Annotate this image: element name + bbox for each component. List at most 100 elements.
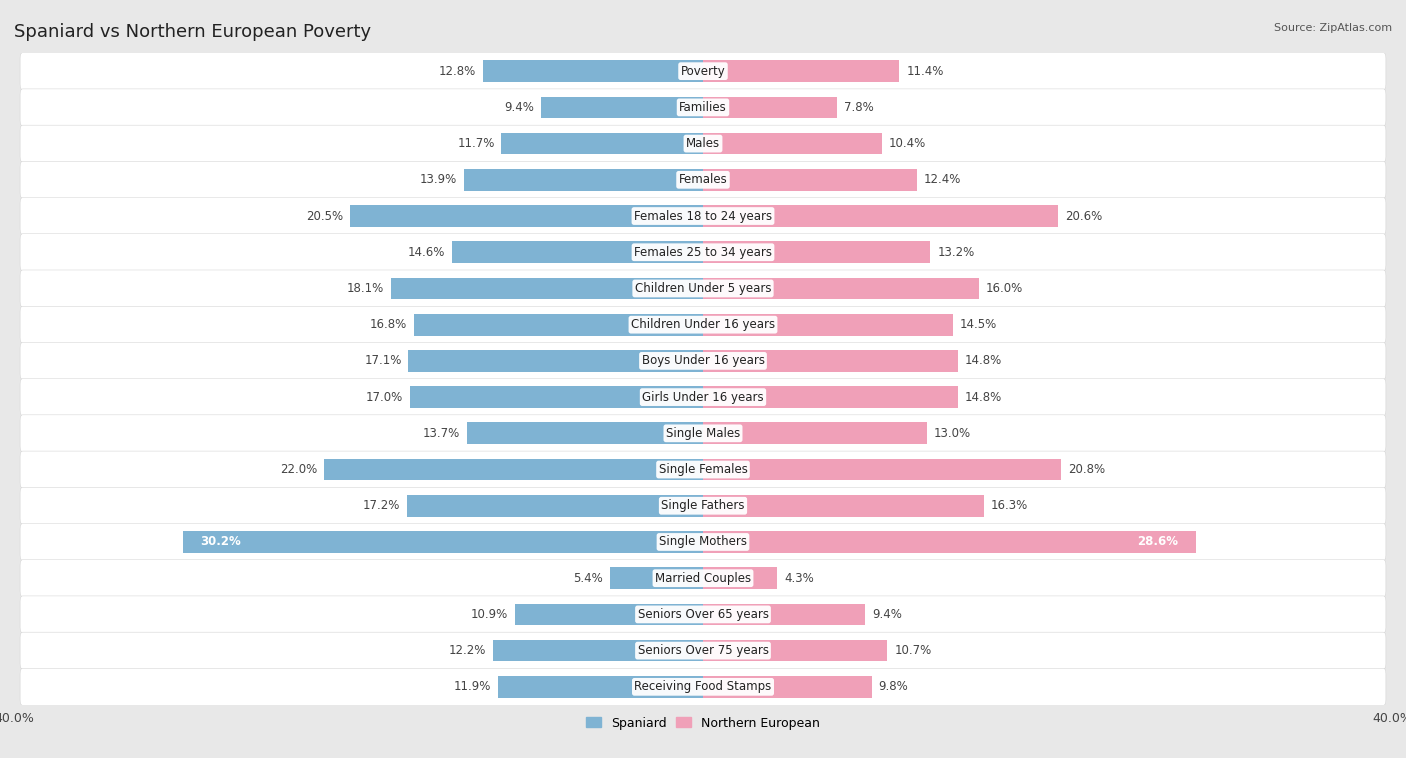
FancyBboxPatch shape (20, 487, 1386, 525)
Text: Seniors Over 75 years: Seniors Over 75 years (637, 644, 769, 657)
Text: 13.9%: 13.9% (419, 174, 457, 186)
Bar (350, 205, 703, 227)
Bar (482, 61, 703, 82)
Text: 13.0%: 13.0% (934, 427, 972, 440)
Text: 17.2%: 17.2% (363, 500, 399, 512)
Bar (703, 640, 887, 662)
Bar (391, 277, 703, 299)
Bar (703, 567, 778, 589)
Legend: Spaniard, Northern European: Spaniard, Northern European (581, 712, 825, 735)
FancyBboxPatch shape (20, 306, 1386, 343)
Text: Children Under 16 years: Children Under 16 years (631, 318, 775, 331)
FancyBboxPatch shape (20, 451, 1386, 488)
FancyBboxPatch shape (20, 632, 1386, 669)
Bar (541, 96, 703, 118)
Bar (703, 205, 1057, 227)
Text: Families: Families (679, 101, 727, 114)
Bar (494, 640, 703, 662)
Bar (703, 96, 838, 118)
Text: 20.6%: 20.6% (1064, 209, 1102, 223)
Bar (703, 495, 984, 517)
Text: Seniors Over 65 years: Seniors Over 65 years (637, 608, 769, 621)
Text: 14.5%: 14.5% (960, 318, 997, 331)
Text: Females 25 to 34 years: Females 25 to 34 years (634, 246, 772, 258)
Text: 17.0%: 17.0% (366, 390, 404, 403)
FancyBboxPatch shape (20, 596, 1386, 633)
Text: Single Females: Single Females (658, 463, 748, 476)
FancyBboxPatch shape (20, 198, 1386, 234)
Bar (183, 531, 703, 553)
Text: 17.1%: 17.1% (364, 355, 402, 368)
Bar (467, 422, 703, 444)
Text: Single Mothers: Single Mothers (659, 535, 747, 549)
Text: 18.1%: 18.1% (347, 282, 384, 295)
Bar (610, 567, 703, 589)
Bar (703, 387, 957, 408)
Text: 10.7%: 10.7% (894, 644, 931, 657)
Text: Single Fathers: Single Fathers (661, 500, 745, 512)
Text: 28.6%: 28.6% (1137, 535, 1178, 549)
Text: 16.3%: 16.3% (991, 500, 1028, 512)
Text: Boys Under 16 years: Boys Under 16 years (641, 355, 765, 368)
Bar (411, 387, 703, 408)
Bar (703, 61, 900, 82)
Text: 22.0%: 22.0% (280, 463, 318, 476)
Bar (409, 350, 703, 371)
Text: 9.4%: 9.4% (872, 608, 901, 621)
Text: 13.2%: 13.2% (938, 246, 974, 258)
Bar (464, 169, 703, 191)
Bar (703, 241, 931, 263)
FancyBboxPatch shape (20, 669, 1386, 705)
Text: Females: Females (679, 174, 727, 186)
Bar (515, 603, 703, 625)
Text: 30.2%: 30.2% (200, 535, 240, 549)
Text: 10.4%: 10.4% (889, 137, 927, 150)
Text: 11.9%: 11.9% (454, 681, 491, 694)
Bar (703, 459, 1062, 481)
Text: 11.4%: 11.4% (907, 64, 943, 77)
Text: Single Males: Single Males (666, 427, 740, 440)
Text: 9.8%: 9.8% (879, 681, 908, 694)
Text: 14.8%: 14.8% (965, 355, 1002, 368)
Text: 12.4%: 12.4% (924, 174, 960, 186)
FancyBboxPatch shape (20, 559, 1386, 597)
Bar (502, 133, 703, 155)
FancyBboxPatch shape (20, 524, 1386, 560)
FancyBboxPatch shape (20, 53, 1386, 89)
Text: 13.7%: 13.7% (423, 427, 460, 440)
Bar (703, 277, 979, 299)
FancyBboxPatch shape (20, 233, 1386, 271)
Bar (498, 676, 703, 697)
Text: 16.0%: 16.0% (986, 282, 1022, 295)
FancyBboxPatch shape (20, 270, 1386, 307)
FancyBboxPatch shape (20, 379, 1386, 415)
Text: Married Couples: Married Couples (655, 572, 751, 584)
Text: 9.4%: 9.4% (505, 101, 534, 114)
Bar (406, 495, 703, 517)
Bar (703, 314, 953, 336)
Text: 7.8%: 7.8% (844, 101, 875, 114)
Text: Spaniard vs Northern European Poverty: Spaniard vs Northern European Poverty (14, 23, 371, 41)
Text: 14.6%: 14.6% (408, 246, 444, 258)
FancyBboxPatch shape (20, 415, 1386, 452)
Bar (413, 314, 703, 336)
Bar (703, 531, 1195, 553)
Bar (703, 350, 957, 371)
Text: Receiving Food Stamps: Receiving Food Stamps (634, 681, 772, 694)
Text: 10.9%: 10.9% (471, 608, 509, 621)
Text: Males: Males (686, 137, 720, 150)
Bar (703, 676, 872, 697)
Text: 16.8%: 16.8% (370, 318, 406, 331)
Bar (703, 422, 927, 444)
Text: 11.7%: 11.7% (457, 137, 495, 150)
FancyBboxPatch shape (20, 125, 1386, 162)
Text: 12.2%: 12.2% (449, 644, 486, 657)
Text: 12.8%: 12.8% (439, 64, 475, 77)
FancyBboxPatch shape (20, 161, 1386, 199)
Text: 4.3%: 4.3% (785, 572, 814, 584)
Text: 5.4%: 5.4% (574, 572, 603, 584)
Text: 20.5%: 20.5% (307, 209, 343, 223)
Text: Girls Under 16 years: Girls Under 16 years (643, 390, 763, 403)
Text: Children Under 5 years: Children Under 5 years (634, 282, 772, 295)
Text: Poverty: Poverty (681, 64, 725, 77)
